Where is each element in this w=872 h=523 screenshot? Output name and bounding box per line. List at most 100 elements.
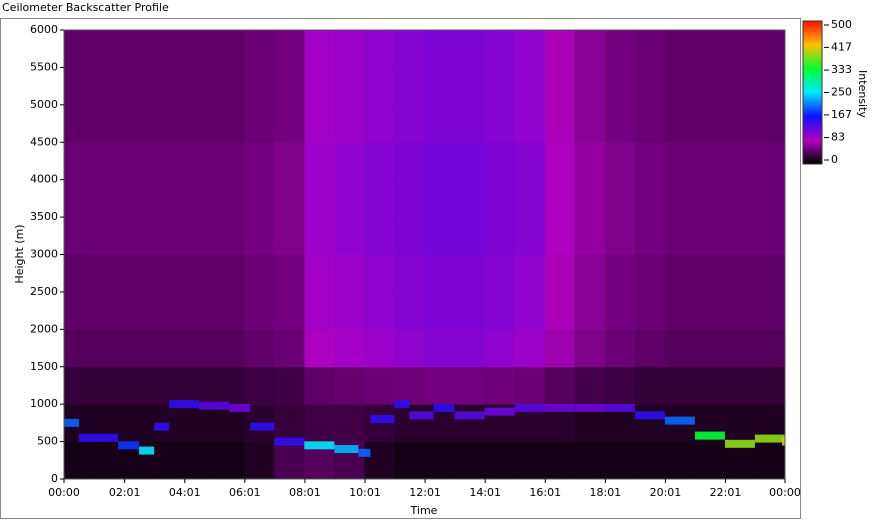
x-axis-label: Time <box>410 504 438 517</box>
heat-cell <box>574 366 606 405</box>
heat-cell <box>124 404 155 443</box>
x-tick-label: 20:01 <box>650 486 682 499</box>
heat-cell <box>394 30 425 68</box>
x-tick-label: 16:01 <box>529 486 561 499</box>
heat-cell <box>394 404 425 443</box>
heat-cell <box>694 291 726 330</box>
heat-cell <box>604 254 636 293</box>
heat-cell <box>604 179 636 218</box>
layer-segment <box>484 407 515 416</box>
heat-cell <box>64 179 95 218</box>
heat-cell <box>334 366 365 405</box>
heat-cell <box>604 142 636 181</box>
heat-cell <box>514 217 546 255</box>
layer-segment <box>514 403 545 412</box>
layer-segment <box>139 446 155 455</box>
heat-cell <box>664 329 696 368</box>
heat-cell <box>394 142 425 181</box>
heat-cell <box>64 366 95 405</box>
heat-cell <box>454 67 486 106</box>
heat-cell <box>514 329 546 368</box>
heat-cell <box>244 67 275 106</box>
heat-cell <box>154 179 185 218</box>
heat-cell <box>724 104 756 143</box>
heat-cell <box>454 291 486 330</box>
heat-cell <box>514 254 546 293</box>
layer-segment <box>604 403 635 412</box>
heat-cell <box>424 179 456 218</box>
heat-cell <box>754 142 786 181</box>
heat-cell <box>274 30 305 68</box>
heat-cell <box>724 142 756 181</box>
heat-cell <box>154 441 185 480</box>
layer-segment <box>250 422 275 431</box>
layer-segment <box>754 434 785 443</box>
heat-cell <box>304 404 335 443</box>
heat-cell <box>334 217 365 255</box>
heat-cell <box>154 254 185 293</box>
heat-cell <box>694 441 726 480</box>
heat-cell <box>664 30 696 68</box>
heat-cell <box>334 254 365 293</box>
heat-cell <box>184 67 215 106</box>
y-tick-label: 1500 <box>30 360 58 373</box>
heat-cell <box>484 179 516 218</box>
heat-cell <box>454 254 486 293</box>
heat-cell <box>184 441 215 480</box>
heat-cell <box>394 254 425 293</box>
layer-segment <box>724 439 755 448</box>
heat-cell <box>634 104 666 143</box>
layer-segment <box>274 437 305 446</box>
heat-cell <box>724 329 756 368</box>
heat-cell <box>334 142 365 181</box>
heat-cell <box>544 30 576 68</box>
heat-cell <box>454 30 486 68</box>
heat-cell <box>94 366 125 405</box>
heat-cell <box>754 291 786 330</box>
heat-cell <box>454 142 486 181</box>
heat-cell <box>124 179 155 218</box>
heat-cell <box>694 104 726 143</box>
heat-cell <box>484 329 516 368</box>
heat-cell <box>214 179 245 218</box>
layer-segment <box>304 441 335 450</box>
heat-cell <box>514 179 546 218</box>
heat-cell <box>544 254 576 293</box>
heat-cell <box>454 441 486 480</box>
heat-cell <box>394 366 425 405</box>
heat-cell <box>364 329 395 368</box>
heat-cell <box>394 329 425 368</box>
heat-cell <box>184 179 215 218</box>
heat-cell <box>214 142 245 181</box>
heat-cell <box>64 217 95 255</box>
heat-cell <box>364 104 395 143</box>
y-tick-label: 3500 <box>30 210 58 223</box>
heat-cell <box>514 441 546 480</box>
heat-cell <box>64 104 95 143</box>
heat-cell <box>154 142 185 181</box>
heat-cell <box>244 104 275 143</box>
y-tick-label: 5500 <box>30 60 58 73</box>
heat-cell <box>64 30 95 68</box>
heat-cell <box>604 366 636 405</box>
heat-cell <box>754 329 786 368</box>
heat-cell <box>724 217 756 255</box>
heat-cell <box>724 254 756 293</box>
heat-cell <box>454 179 486 218</box>
heat-cell <box>334 329 365 368</box>
colorbar-tick-label: 0 <box>831 153 838 166</box>
heat-cell <box>94 30 125 68</box>
heat-cell <box>64 254 95 293</box>
colorbar-tick-label: 500 <box>831 18 852 31</box>
y-axis-label: Height (m) <box>13 224 26 283</box>
heat-cell <box>634 329 666 368</box>
heat-cell <box>184 142 215 181</box>
heat-cell <box>754 217 786 255</box>
heat-cell <box>244 329 275 368</box>
heat-cell <box>694 217 726 255</box>
colorbar-tick-label: 250 <box>831 86 852 99</box>
heat-cell <box>604 291 636 330</box>
heat-cell <box>454 217 486 255</box>
heat-cell <box>544 366 576 405</box>
